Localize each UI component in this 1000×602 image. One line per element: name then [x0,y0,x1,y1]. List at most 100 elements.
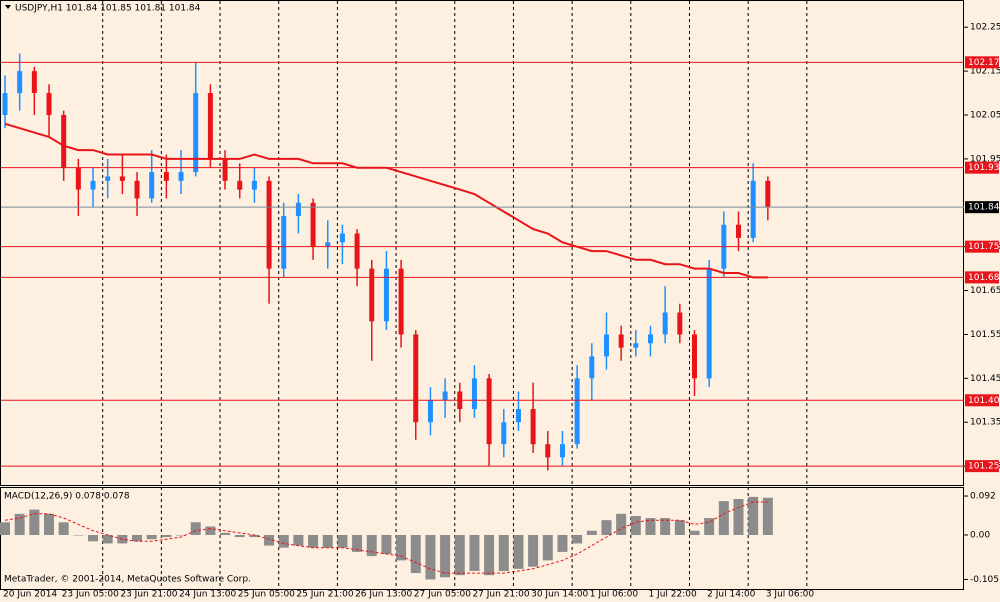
macd-bar [190,522,201,535]
macd-bar [205,526,216,535]
macd-bar [44,513,55,535]
level-label: 101.93 [968,163,1000,173]
macd-panel-border [0,487,964,590]
macd-bar [528,534,539,567]
macd-bar [146,534,157,540]
candle-body [178,172,184,181]
macd-bar [249,534,260,538]
macd-bar [234,534,245,538]
macd-title: MACD(12,26,9) 0.078 0.078 [4,492,130,502]
candle-body [134,180,140,199]
macd-bar [674,520,685,535]
candle-body [2,93,8,115]
candle-body [149,172,155,199]
macd-bar [689,530,700,535]
macd-bar [220,532,231,535]
candle-body [295,202,301,216]
candle-body [105,176,111,181]
macd-y-tick-label: 0.092 [970,492,996,502]
y-tick-label: 101.45 [970,374,1000,384]
macd-bar [557,534,568,552]
macd-bar [425,534,436,580]
x-tick-label: 26 Jun 13:00 [355,590,412,600]
candle-body [691,334,697,379]
candle-body [31,71,37,94]
macd-bar [29,509,40,535]
chart-title: USDJPY,H1 101.84 101.85 101.81 101.84 [15,4,201,14]
x-tick-label: 1 Jul 06:00 [590,590,639,600]
macd-bar [498,534,509,571]
macd-bar [0,522,10,535]
candle-body [515,409,521,423]
macd-bar [322,534,333,548]
candle-body [589,356,595,379]
level-label-box [965,240,999,253]
candle-body [339,233,345,243]
macd-bar [616,513,627,535]
level-label-box [965,394,999,407]
x-tick-label: 27 Jun 21:00 [472,590,529,600]
candle-body [163,172,169,181]
menu-arrow[interactable] [5,5,11,9]
macd-bar [469,534,480,571]
macd-bar [513,534,524,569]
x-tick-label: 25 Jun 21:00 [296,590,353,600]
x-tick-label: 23 Jun 05:00 [62,590,119,600]
candle-body [90,180,96,190]
candle-body [559,444,565,458]
x-tick-label: 3 Jul 06:00 [766,590,815,600]
level-label: 101.75 [968,242,1000,252]
macd-bar [337,534,348,548]
candle-body [281,215,287,269]
candle-body [677,312,683,335]
level-label-box [965,271,999,284]
candle-body [266,180,272,269]
candle-body [325,242,331,247]
level-label: 101.25 [968,462,1000,472]
candle-body [765,180,771,208]
candle-body [398,268,404,335]
macd-bar [440,534,451,578]
candle-body [486,378,492,445]
candle-body [193,93,199,173]
macd-bar [718,501,729,535]
macd-bar [748,496,759,535]
macd-bar [586,530,597,535]
candle-body [545,444,551,458]
macd-bar [660,518,671,535]
candle-body [706,268,712,379]
main-panel-border [0,0,964,486]
candle-body [530,409,536,445]
candle-body [750,180,756,238]
x-tick-label: 30 Jun 14:00 [531,590,588,600]
macd-bar [366,534,377,557]
macd-bar [630,515,641,535]
last-price-label: 101.84 [968,203,1000,213]
level-label: 102.17 [968,58,1000,68]
candle-body [207,93,213,159]
macd-bar [293,534,304,546]
candle-body [354,233,360,269]
macd-bar [132,534,143,542]
y-tick-label: 102.25 [970,23,1000,33]
macd-bar [73,534,84,536]
candle-body [647,334,653,344]
candle-body [574,378,580,445]
macd-bar [88,534,99,542]
macd-bar [762,497,773,535]
level-label-box [965,56,999,69]
macd-bar [733,499,744,535]
y-tick-label: 101.95 [970,154,1000,164]
candle-body [413,334,419,423]
candle-body [17,71,23,94]
y-tick-label: 101.55 [970,330,1000,340]
candle-body [75,167,81,190]
y-tick-label: 102.05 [970,110,1000,120]
macd-bar [14,513,25,535]
macd-bar [264,534,275,546]
x-tick-label: 25 Jun 05:00 [238,590,295,600]
candle-body [222,158,228,181]
x-tick-label: 24 Jun 13:00 [179,590,236,600]
